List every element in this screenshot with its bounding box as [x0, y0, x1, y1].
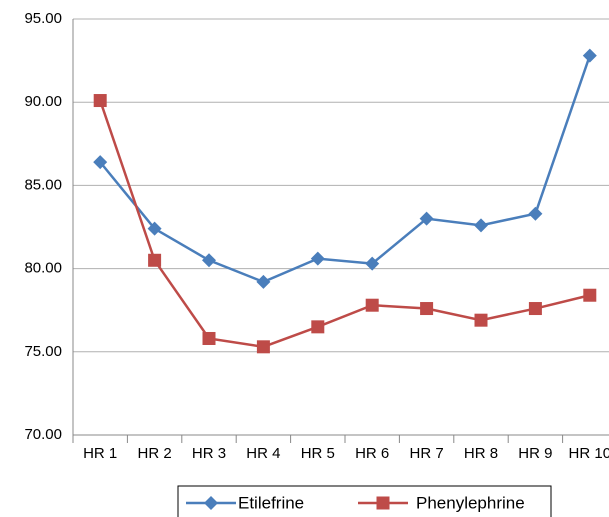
data-point — [528, 206, 543, 221]
x-tick-label: HR 4 — [246, 445, 280, 462]
data-point — [311, 320, 325, 334]
data-point — [419, 211, 434, 226]
series-line — [99, 100, 591, 349]
y-tick-label: 75.00 — [24, 343, 62, 360]
x-tick-label: HR 2 — [138, 445, 172, 462]
legend-label: Etilefrine — [238, 493, 304, 512]
data-point — [474, 313, 488, 327]
x-tick-label: HR 1 — [83, 445, 117, 462]
data-point — [148, 253, 162, 267]
data-point — [365, 256, 380, 271]
data-point — [474, 218, 488, 233]
x-tick-label: HR 5 — [301, 445, 335, 462]
legend-label: Phenylephrine — [416, 493, 525, 512]
x-tick-label: HR 3 — [192, 445, 226, 462]
data-point — [93, 94, 107, 108]
x-tick-label: HR 10 — [569, 445, 609, 462]
x-tick-label: HR 7 — [410, 445, 444, 462]
legend-box — [177, 485, 552, 517]
x-tick-label: HR 8 — [464, 445, 498, 462]
data-point — [93, 155, 108, 170]
data-point — [582, 48, 597, 63]
data-point — [365, 298, 379, 312]
y-tick-label: 85.00 — [24, 176, 62, 193]
legend-marker — [376, 496, 390, 510]
data-point — [147, 221, 162, 236]
x-tick-label: HR 9 — [518, 445, 552, 462]
data-point — [310, 251, 325, 266]
x-tick-label: HR 6 — [355, 445, 389, 462]
legend-marker — [204, 496, 218, 510]
series-line — [99, 55, 591, 284]
y-tick-label: 70.00 — [24, 426, 62, 443]
data-point — [583, 288, 597, 302]
data-point — [256, 274, 271, 289]
data-point — [202, 253, 216, 268]
data-point — [256, 340, 270, 354]
data-point — [420, 302, 434, 316]
y-tick-label: 80.00 — [24, 260, 62, 277]
y-tick-label: 90.00 — [24, 93, 62, 110]
data-point — [202, 331, 216, 345]
data-point — [528, 302, 542, 316]
y-tick-label: 95.00 — [24, 10, 62, 27]
